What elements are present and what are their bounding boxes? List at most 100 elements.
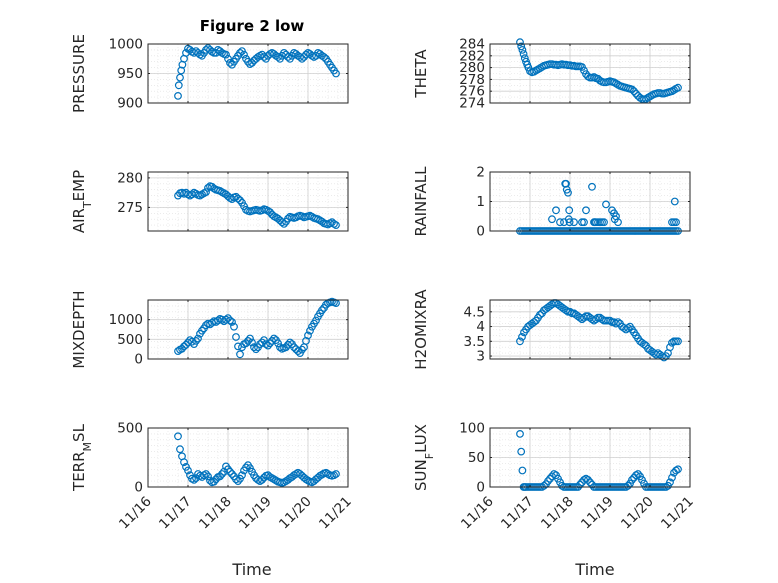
data-point <box>518 466 527 475</box>
data-point <box>312 316 320 325</box>
axes-box <box>489 43 691 104</box>
data-point <box>666 478 674 487</box>
y-tick-label: 280 <box>117 170 143 186</box>
data-point <box>270 334 278 343</box>
data-point <box>518 46 527 54</box>
data-point <box>565 206 574 215</box>
data-point <box>188 337 196 346</box>
y-axis-label: MIXDEPTH <box>70 290 88 368</box>
data-point <box>218 470 226 478</box>
subplot-rainfall: 0 1 2 RAINFALL <box>412 165 691 240</box>
data-point <box>628 85 636 94</box>
data-point <box>274 53 282 61</box>
data-point <box>540 481 548 490</box>
y-axis-label: SUNFLUX <box>412 424 436 491</box>
y-axis-label: RAINFALL <box>412 166 430 237</box>
y-tick-label: 0 <box>476 480 485 496</box>
data-point <box>602 200 610 209</box>
x-axis-label-left: Time <box>231 560 271 579</box>
y-tick-label: 3 <box>476 349 485 365</box>
data-point <box>536 310 544 319</box>
data-point <box>576 480 584 489</box>
data-point <box>226 467 234 476</box>
y-axis-label: H2OMIXRA <box>412 289 430 370</box>
data-point <box>258 338 266 347</box>
data-point <box>246 334 254 343</box>
data-point <box>632 89 640 98</box>
figure-title: Figure 2 low <box>200 17 305 35</box>
subplot-mixdepth: 0 500 1000 MIXDEPTH <box>70 290 349 369</box>
data-point <box>284 53 292 61</box>
data-point <box>204 472 212 481</box>
y-tick-label: 2 <box>476 165 485 181</box>
data-point <box>244 337 252 345</box>
data-point <box>322 300 330 309</box>
data-point <box>624 324 632 332</box>
x-tick-label: 11/19 <box>578 494 617 533</box>
subplot-pressure: 900 950 1000 PRESSURE <box>70 34 349 113</box>
data-point <box>224 54 232 63</box>
data-point <box>588 182 596 191</box>
data-point <box>202 188 210 197</box>
x-axis-label-right: Time <box>574 560 614 579</box>
y-tick-label: 284 <box>459 37 485 53</box>
data-point <box>566 307 574 316</box>
data-point <box>226 59 234 67</box>
x-tick-label: 11/20 <box>618 494 657 533</box>
x-tick-label: 11/18 <box>196 494 235 533</box>
data-point <box>517 447 526 456</box>
data-point <box>180 342 188 351</box>
data-point <box>266 339 274 348</box>
data-point <box>562 306 570 315</box>
data-point <box>332 470 340 478</box>
y-tick-label: 280 <box>459 60 485 76</box>
data-point <box>306 326 314 335</box>
data-point <box>242 463 250 472</box>
data-point <box>256 340 264 349</box>
x-tick-label: 11/16 <box>116 494 155 533</box>
data-point <box>670 197 679 206</box>
x-tick-label: 11/19 <box>236 494 275 533</box>
data-point <box>570 218 578 227</box>
y-tick-label: 275 <box>117 200 143 216</box>
x-tick-label: 11/16 <box>458 494 497 533</box>
data-point <box>176 73 184 82</box>
data-point <box>318 217 326 226</box>
y-tick-label: 0 <box>134 352 143 368</box>
data-point <box>304 331 312 340</box>
data-point <box>320 53 328 61</box>
data-point <box>252 345 260 354</box>
data-point <box>282 343 290 352</box>
data-point <box>232 475 240 484</box>
y-tick-label: 50 <box>468 450 485 466</box>
y-tick-label: 4.5 <box>464 304 485 320</box>
y-tick-label: 500 <box>117 421 143 437</box>
data-point <box>184 466 192 475</box>
data-point <box>228 470 236 478</box>
data-point <box>290 343 298 352</box>
data-point <box>628 476 636 484</box>
data-point <box>666 343 674 352</box>
data-point <box>232 333 240 341</box>
data-point <box>530 318 538 327</box>
subplot-sun_flux: 0 50 100 SUNFLUX 11/16 11/17 11/18 11/19 11/20 11… <box>412 421 697 533</box>
y-axis-label: AIRTEMP <box>70 170 94 233</box>
data-point <box>280 219 288 228</box>
data-point <box>600 218 608 227</box>
x-tick-label: 11/21 <box>658 494 697 533</box>
y-tick-label: 278 <box>459 72 485 88</box>
data-point <box>248 338 256 347</box>
data-point <box>236 350 244 359</box>
data-point <box>606 316 614 325</box>
x-tick-label: 11/20 <box>276 494 315 533</box>
y-tick-label: 950 <box>117 66 143 82</box>
data-point <box>565 218 574 227</box>
y-tick-label: 282 <box>459 48 485 64</box>
data-point <box>194 334 202 343</box>
data-point <box>300 53 308 61</box>
x-tick-label: 11/18 <box>538 494 577 533</box>
y-tick-label: 1 <box>476 194 485 210</box>
data-point <box>264 341 272 350</box>
data-point <box>260 53 268 61</box>
